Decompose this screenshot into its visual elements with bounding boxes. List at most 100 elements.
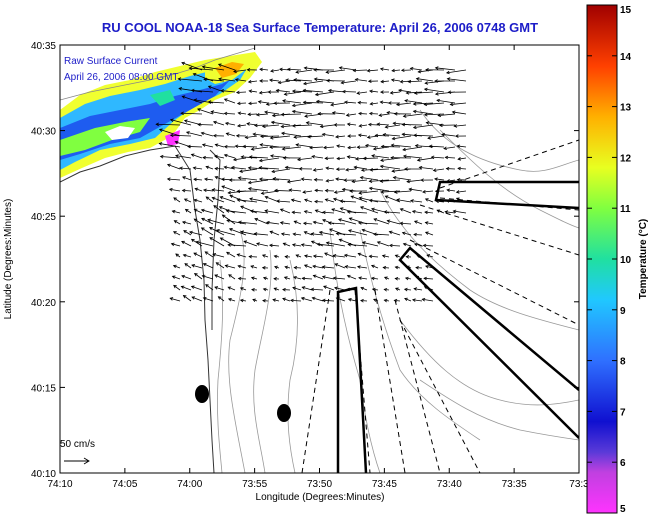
current-vector xyxy=(260,144,280,148)
current-vector-head xyxy=(236,101,241,106)
current-vector xyxy=(453,210,467,214)
current-vector xyxy=(181,112,203,115)
current-vector-head xyxy=(250,265,255,269)
current-vector-head xyxy=(457,166,461,171)
current-vector-head xyxy=(193,98,198,102)
current-vector xyxy=(334,263,346,269)
current-vector xyxy=(402,232,412,236)
current-vector xyxy=(370,102,379,105)
current-vector-head xyxy=(423,87,428,92)
current-vector xyxy=(282,146,302,150)
current-vector xyxy=(274,190,291,192)
current-vector xyxy=(240,287,247,291)
current-vector xyxy=(259,167,280,170)
current-vector xyxy=(281,113,302,116)
current-vector-head xyxy=(279,221,284,225)
current-vector xyxy=(317,243,335,247)
current-vector xyxy=(313,275,324,280)
current-vector-head xyxy=(373,232,377,237)
current-vector-head xyxy=(368,198,373,203)
current-vector-head xyxy=(273,254,278,259)
current-vector xyxy=(425,231,434,236)
current-vector-head xyxy=(258,90,263,95)
current-vector-head xyxy=(292,286,296,290)
current-vector-head xyxy=(312,220,317,225)
current-vector xyxy=(380,157,401,161)
current-vector-head xyxy=(401,132,406,137)
current-vector xyxy=(325,198,335,203)
current-vector-head xyxy=(407,79,412,84)
y-tick-label: 40:35 xyxy=(31,41,56,52)
current-vector-head xyxy=(369,102,374,106)
current-vector-head xyxy=(237,123,241,128)
current-vector-head xyxy=(331,111,336,115)
current-vector-head xyxy=(321,265,326,269)
x-tick-label: 73:55 xyxy=(242,479,267,490)
current-vector-head xyxy=(313,77,318,81)
current-vector-head xyxy=(302,81,307,86)
current-vector-head xyxy=(272,298,277,302)
current-vector xyxy=(381,80,390,83)
current-vector-head xyxy=(191,264,195,268)
current-vector xyxy=(458,167,467,170)
current-vector-head xyxy=(166,163,171,168)
current-vector xyxy=(348,229,368,236)
current-vector-head xyxy=(246,68,251,72)
current-vector-head xyxy=(346,122,351,127)
station-marker xyxy=(277,404,291,422)
current-vector xyxy=(220,196,236,203)
current-vector xyxy=(312,265,324,269)
current-vector-head xyxy=(237,176,242,180)
current-vector-head xyxy=(181,176,186,180)
current-vector-head xyxy=(281,131,285,136)
current-vector xyxy=(205,196,214,203)
current-vector xyxy=(264,210,280,214)
current-vector xyxy=(304,210,313,214)
current-vector-head xyxy=(446,77,451,81)
current-vector-head xyxy=(193,198,198,203)
current-vector-head xyxy=(253,232,258,236)
current-vector-head xyxy=(416,158,421,162)
current-vector-head xyxy=(412,125,417,130)
current-vector-field xyxy=(155,61,467,303)
current-vector-head xyxy=(302,221,307,226)
current-vector-head xyxy=(280,232,285,236)
current-vector-head xyxy=(221,177,225,182)
current-vector-head xyxy=(367,122,372,127)
current-vector-head xyxy=(388,230,393,235)
current-vector-head xyxy=(296,157,301,162)
current-vector xyxy=(359,190,379,194)
current-vector-head xyxy=(317,111,322,116)
current-vector xyxy=(406,91,423,94)
current-vector-head xyxy=(449,102,454,107)
current-vector-head xyxy=(169,133,174,138)
current-vector-head xyxy=(332,276,337,280)
current-vector-head xyxy=(197,122,201,127)
current-vector-head xyxy=(452,209,457,214)
current-vector-head xyxy=(252,132,257,137)
current-vector-head xyxy=(204,251,209,255)
current-vector xyxy=(262,254,269,258)
current-vector-head xyxy=(302,100,307,105)
current-vector-head xyxy=(358,276,362,280)
current-vector xyxy=(214,286,225,291)
current-vector xyxy=(181,241,192,247)
current-vector xyxy=(213,121,225,126)
current-vector xyxy=(269,79,280,82)
current-vector xyxy=(194,188,203,192)
current-vector-head xyxy=(445,166,450,171)
current-vector xyxy=(443,146,456,150)
current-vector-head xyxy=(184,208,189,213)
current-vector-head xyxy=(335,231,340,236)
current-vector xyxy=(281,132,302,137)
current-vector xyxy=(212,253,225,258)
sst-patch xyxy=(60,52,262,178)
current-vector xyxy=(295,69,313,73)
current-vector-head xyxy=(330,103,334,107)
current-vector-head xyxy=(265,220,270,225)
current-vector-head xyxy=(221,185,226,189)
current-vector-head xyxy=(271,113,276,118)
current-vector-head xyxy=(200,227,205,231)
current-vector xyxy=(312,297,324,302)
current-vector xyxy=(203,297,214,302)
